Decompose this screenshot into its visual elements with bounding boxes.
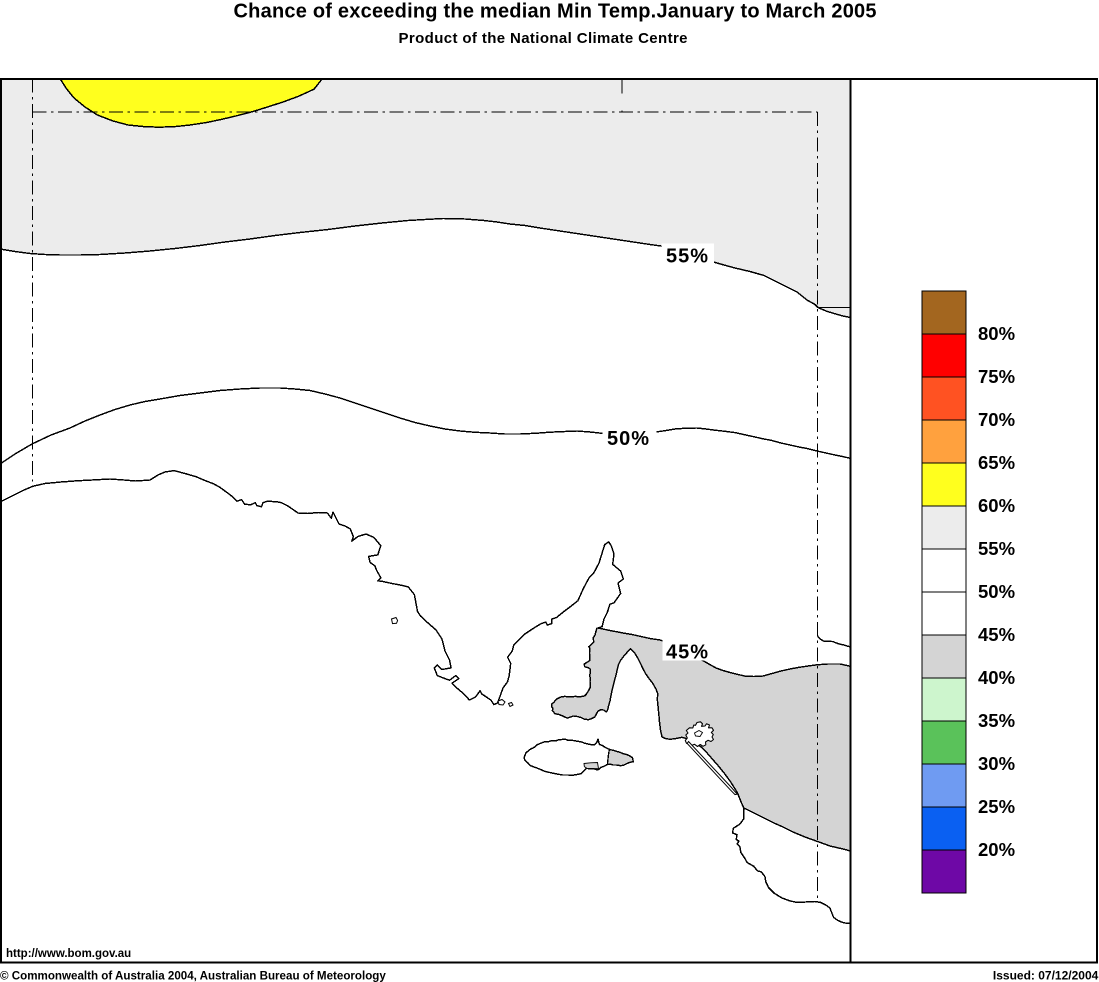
svg-text:45%: 45% (666, 642, 709, 664)
svg-text:25%: 25% (978, 796, 1015, 817)
svg-text:80%: 80% (978, 323, 1015, 344)
svg-text:© Commonwealth of Australia 20: © Commonwealth of Australia 2004, Austra… (0, 970, 386, 982)
svg-text:40%: 40% (978, 667, 1015, 688)
svg-text:50%: 50% (607, 428, 650, 450)
svg-text:50%: 50% (978, 581, 1015, 602)
svg-text:45%: 45% (978, 624, 1015, 645)
svg-text:http://www.bom.gov.au: http://www.bom.gov.au (6, 948, 131, 960)
svg-text:Issued: 07/12/2004: Issued: 07/12/2004 (993, 969, 1099, 982)
svg-text:Product of the National Climat: Product of the National Climate Centre (399, 30, 688, 47)
svg-text:55%: 55% (978, 538, 1015, 559)
svg-text:35%: 35% (978, 710, 1015, 731)
svg-text:75%: 75% (978, 366, 1015, 387)
svg-text:60%: 60% (978, 495, 1015, 516)
svg-text:Chance of exceeding the median: Chance of exceeding the median Min Temp.… (234, 1, 877, 23)
svg-text:65%: 65% (978, 452, 1015, 473)
svg-text:20%: 20% (978, 839, 1015, 860)
svg-text:55%: 55% (666, 246, 709, 268)
svg-text:70%: 70% (978, 409, 1015, 430)
svg-text:30%: 30% (978, 753, 1015, 774)
